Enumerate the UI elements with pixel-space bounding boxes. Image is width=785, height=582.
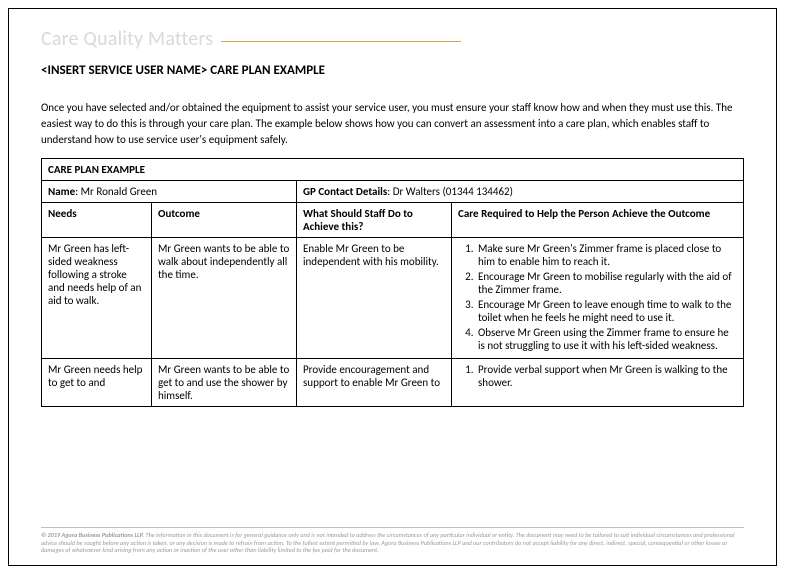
footer-text: The information in this document is for … bbox=[41, 531, 735, 555]
table-title-cell: CARE PLAN EXAMPLE bbox=[42, 158, 744, 180]
cell-care: Provide verbal support when Mr Green is … bbox=[452, 358, 744, 406]
brand-underline bbox=[221, 41, 461, 42]
list-item: Provide verbal support when Mr Green is … bbox=[476, 363, 737, 389]
header-outcome: Outcome bbox=[152, 202, 297, 237]
name-label: Name bbox=[48, 185, 75, 198]
intro-paragraph: Once you have selected and/or obtained t… bbox=[41, 100, 744, 148]
table-identity-row: Name: Mr Ronald Green GP Contact Details… bbox=[42, 180, 744, 202]
document-page: Care Quality Matters <INSERT SERVICE USE… bbox=[8, 8, 777, 566]
footer-disclaimer: © 2019 Agora Business Publications LLP. … bbox=[41, 527, 744, 555]
gp-value: : Dr Walters (01344 134462) bbox=[387, 185, 513, 198]
header-staff: What Should Staff Do to Achieve this? bbox=[297, 202, 452, 237]
table-title: CARE PLAN EXAMPLE bbox=[48, 163, 145, 176]
brand-title: Care Quality Matters bbox=[41, 27, 213, 51]
name-value: : Mr Ronald Green bbox=[75, 185, 157, 198]
cell-staff: Provide encouragement and support to ena… bbox=[297, 358, 452, 406]
cell-staff: Enable Mr Green to be independent with h… bbox=[297, 237, 452, 358]
brand-row: Care Quality Matters bbox=[41, 27, 744, 51]
table-row: Mr Green has left-sided weakness followi… bbox=[42, 237, 744, 358]
cell-needs: Mr Green has left-sided weakness followi… bbox=[42, 237, 152, 358]
cell-care: Make sure Mr Green's Zimmer frame is pla… bbox=[452, 237, 744, 358]
header-care: Care Required to Help the Person Achieve… bbox=[452, 202, 744, 237]
care-list: Make sure Mr Green's Zimmer frame is pla… bbox=[458, 242, 737, 352]
cell-outcome: Mr Green wants to be able to get to and … bbox=[152, 358, 297, 406]
list-item: Encourage Mr Green to mobilise regularly… bbox=[476, 270, 737, 296]
name-cell: Name: Mr Ronald Green bbox=[42, 180, 297, 202]
cell-needs: Mr Green needs help to get to and bbox=[42, 358, 152, 406]
table-title-row: CARE PLAN EXAMPLE bbox=[42, 158, 744, 180]
page-title: <INSERT SERVICE USER NAME> CARE PLAN EXA… bbox=[41, 63, 744, 78]
list-item: Make sure Mr Green's Zimmer frame is pla… bbox=[476, 242, 737, 268]
list-item: Observe Mr Green using the Zimmer frame … bbox=[476, 326, 737, 352]
care-list: Provide verbal support when Mr Green is … bbox=[458, 363, 737, 389]
list-item: Encourage Mr Green to leave enough time … bbox=[476, 298, 737, 324]
table-header-row: Needs Outcome What Should Staff Do to Ac… bbox=[42, 202, 744, 237]
table-row: Mr Green needs help to get to and Mr Gre… bbox=[42, 358, 744, 406]
care-plan-table: CARE PLAN EXAMPLE Name: Mr Ronald Green … bbox=[41, 158, 744, 407]
cell-outcome: Mr Green wants to be able to walk about … bbox=[152, 237, 297, 358]
gp-label: GP Contact Details bbox=[303, 185, 387, 198]
gp-cell: GP Contact Details: Dr Walters (01344 13… bbox=[297, 180, 744, 202]
header-needs: Needs bbox=[42, 202, 152, 237]
